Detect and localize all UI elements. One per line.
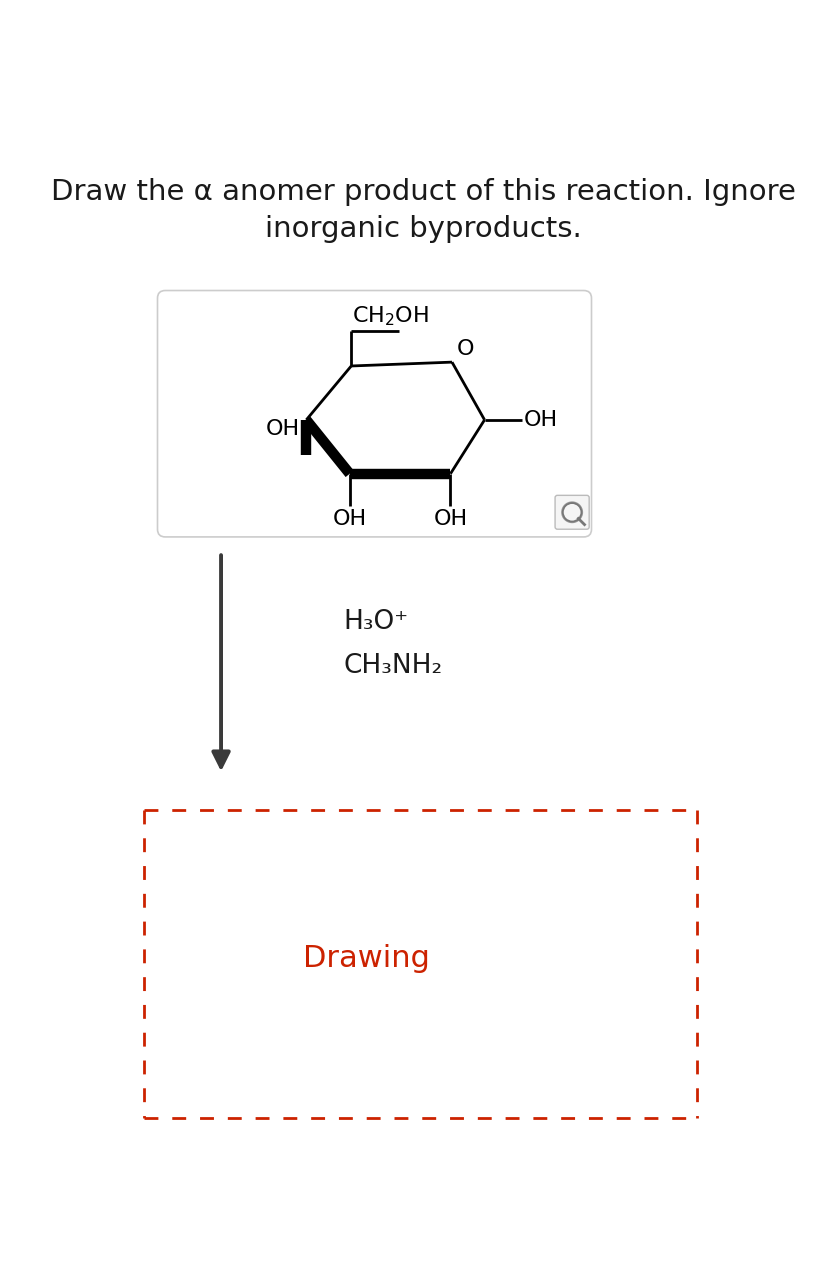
Text: H₃O⁺: H₃O⁺ <box>344 609 409 634</box>
Text: CH₃NH₂: CH₃NH₂ <box>344 652 443 679</box>
Text: Drawing: Drawing <box>303 944 430 974</box>
Text: OH: OH <box>266 419 300 439</box>
FancyBboxPatch shape <box>158 290 591 537</box>
FancyBboxPatch shape <box>555 495 589 529</box>
Text: Draw the α anomer product of this reaction. Ignore: Draw the α anomer product of this reacti… <box>51 179 795 206</box>
Text: inorganic byproducts.: inorganic byproducts. <box>265 215 582 243</box>
Text: OH: OH <box>333 509 367 529</box>
Text: OH: OH <box>434 509 468 529</box>
Text: CH$_2$OH: CH$_2$OH <box>352 305 429 328</box>
Text: O: O <box>457 339 474 360</box>
Text: OH: OH <box>524 410 558 430</box>
